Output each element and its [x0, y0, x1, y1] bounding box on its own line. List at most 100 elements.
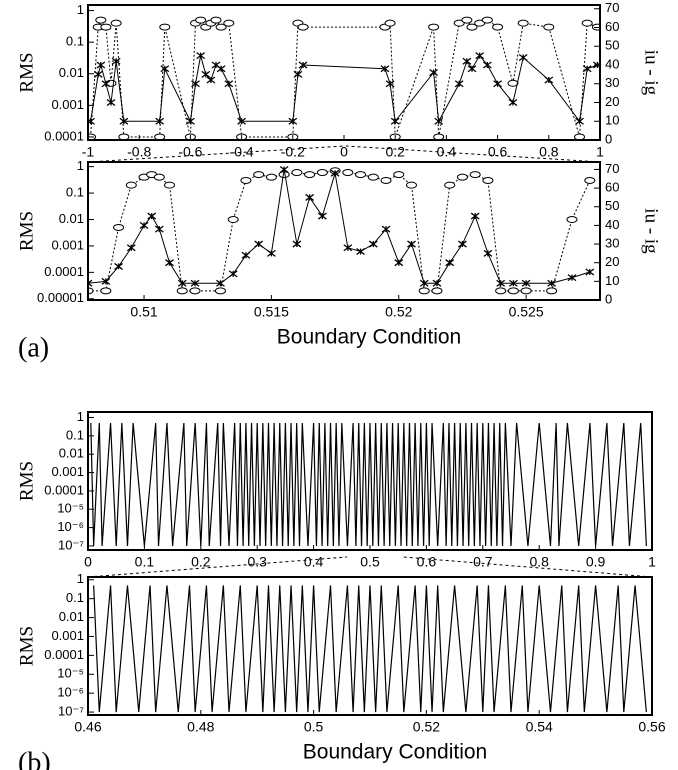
- x-marker: [216, 279, 225, 287]
- circle-marker: [125, 181, 137, 189]
- y-tick-label: 10⁻⁶: [57, 685, 84, 700]
- x-marker: [154, 225, 164, 233]
- circle-marker: [517, 19, 529, 27]
- circle-marker: [210, 16, 222, 24]
- y-tick-label: 1: [77, 571, 84, 586]
- y-tick-label: 10⁻⁶: [57, 519, 84, 534]
- y-tick-label: 0.01: [59, 609, 84, 624]
- x-marker: [190, 279, 200, 287]
- circle-marker: [393, 171, 405, 179]
- x-marker: [567, 274, 577, 282]
- x-marker: [429, 68, 438, 77]
- x-marker: [224, 80, 234, 88]
- x-marker: [114, 262, 123, 270]
- x-marker: [470, 212, 480, 220]
- y-axis-label: RMS: [16, 626, 37, 666]
- x-marker: [201, 70, 211, 78]
- circle-marker: [240, 176, 252, 184]
- x-marker: [434, 117, 444, 125]
- x-marker: [508, 98, 518, 107]
- x-marker: [394, 259, 404, 267]
- x-marker: [381, 225, 391, 233]
- circle-marker: [100, 287, 112, 295]
- x-marker: [585, 268, 595, 276]
- circle-marker: [265, 173, 277, 181]
- x-tick-label: 0.52: [385, 304, 412, 320]
- y-tick-label: 0.01: [59, 211, 84, 226]
- x-marker: [368, 240, 378, 248]
- circle-marker: [214, 287, 226, 295]
- x-marker: [106, 98, 116, 107]
- circle-marker: [304, 171, 316, 179]
- circle-marker: [367, 173, 379, 181]
- x-tick-label: -0.2: [281, 144, 305, 160]
- circle-marker: [223, 19, 235, 27]
- y2-tick-label: 60: [605, 19, 619, 34]
- x-marker: [155, 117, 165, 125]
- y-tick-label: 10⁻⁵: [57, 501, 84, 516]
- circle-marker: [507, 79, 519, 87]
- x-tick-label: 0.52: [413, 719, 440, 735]
- y-tick-label: 10⁻⁷: [58, 537, 84, 552]
- plot-area: [93, 585, 647, 713]
- x-marker: [254, 240, 264, 248]
- x-marker: [147, 212, 157, 220]
- x-marker: [111, 57, 121, 65]
- x-marker: [191, 80, 200, 88]
- series-line: [90, 19, 598, 138]
- x-marker: [445, 259, 455, 267]
- x-marker: [298, 61, 308, 69]
- y-tick-label: 0.0001: [44, 647, 84, 662]
- circle-marker: [159, 23, 171, 31]
- x-marker: [385, 80, 395, 88]
- x-marker: [432, 279, 442, 287]
- zoom-guide: [402, 556, 653, 578]
- y2-tick-label: 10: [605, 273, 619, 288]
- x-tick-label: 0.525: [509, 304, 544, 320]
- y-tick-label: 0.001: [51, 237, 84, 252]
- circle-marker: [456, 173, 468, 181]
- x-marker: [380, 65, 390, 73]
- x-marker: [228, 270, 238, 278]
- x-marker: [93, 70, 103, 78]
- circle-marker: [88, 287, 94, 295]
- x-tick-label: 0.56: [638, 719, 665, 735]
- series-line: [93, 585, 647, 713]
- series-line: [88, 170, 591, 292]
- circle-marker: [492, 23, 504, 31]
- plot-frame: [87, 411, 653, 551]
- x-tick-label: 0.46: [74, 719, 101, 735]
- x-marker: [509, 279, 518, 287]
- panel-label: (b): [18, 747, 51, 770]
- y2-tick-label: 10: [605, 113, 619, 128]
- x-tick-label: 0.5: [360, 554, 380, 570]
- circle-marker: [316, 169, 328, 177]
- y2-tick-label: 30: [605, 75, 619, 90]
- x-marker: [126, 244, 136, 252]
- circle-marker: [153, 173, 165, 181]
- circle-marker: [384, 19, 396, 27]
- x-marker: [575, 117, 584, 125]
- x-marker: [547, 279, 556, 287]
- x-marker: [483, 249, 493, 257]
- x-tick-label: 0.7: [473, 554, 493, 570]
- x-marker: [356, 247, 365, 256]
- circle-marker: [428, 23, 440, 31]
- zoom-guides: [87, 145, 653, 578]
- x-tick-label: 0.2: [191, 554, 211, 570]
- circle-marker: [495, 287, 507, 295]
- x-marker: [467, 65, 477, 73]
- x-marker: [317, 212, 327, 220]
- x-marker: [288, 117, 298, 125]
- x-tick-label: 0.4: [437, 144, 457, 160]
- x-tick-label: 0: [84, 554, 92, 570]
- zoom-guide: [87, 556, 348, 578]
- circle-marker: [113, 223, 125, 231]
- x-tick-label: -0.6: [178, 144, 202, 160]
- x-marker: [458, 240, 467, 248]
- circle-marker: [546, 287, 558, 295]
- y-axis-label: RMS: [16, 52, 37, 92]
- zoom-guide: [345, 145, 601, 163]
- x-tick-label: -0.4: [230, 144, 254, 160]
